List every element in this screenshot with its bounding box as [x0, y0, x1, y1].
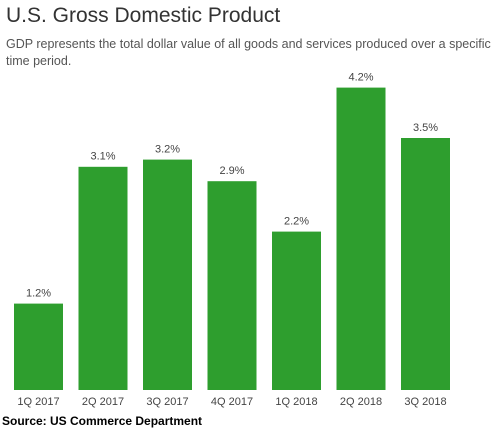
value-label: 1.2%	[26, 288, 51, 300]
value-label: 2.2%	[284, 216, 309, 228]
x-tick-label: 2Q 2017	[82, 396, 124, 408]
x-tick-label: 3Q 2017	[146, 396, 188, 408]
value-label: 4.2%	[348, 72, 373, 84]
value-label: 3.1%	[90, 151, 115, 163]
chart-subtitle: GDP represents the total dollar value of…	[6, 37, 491, 68]
bar	[207, 181, 257, 390]
value-label: 2.9%	[219, 165, 244, 177]
bar	[143, 159, 192, 390]
bar	[78, 166, 128, 390]
bar	[336, 87, 386, 390]
bar	[272, 231, 321, 390]
chart: 1.2% 1Q 2017 3.1% 2Q 2017 3.2% 3Q 2017 2.9% 4Q …	[14, 72, 450, 408]
x-tick-label: 4Q 2017	[211, 396, 253, 408]
x-tick-label: 1Q 2018	[275, 396, 317, 408]
x-tick-label: 3Q 2018	[404, 396, 446, 408]
chart-title: U.S. Gross Domestic Product	[6, 4, 281, 27]
bar	[401, 138, 450, 390]
bar	[14, 303, 63, 390]
source-note: Source: US Commerce Department	[2, 414, 203, 428]
value-label: 3.2%	[155, 144, 180, 156]
x-tick-label: 1Q 2017	[17, 396, 59, 408]
x-tick-label: 2Q 2018	[340, 396, 382, 408]
value-label: 3.5%	[413, 122, 438, 134]
